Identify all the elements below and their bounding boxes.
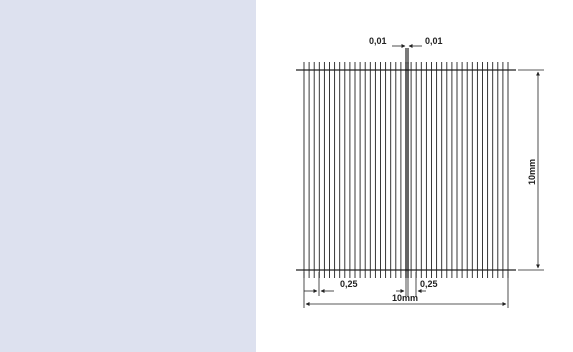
bottom-left-label: 0,25 [340,279,358,289]
left-blank-panel [0,0,256,352]
grating-lines [303,62,509,278]
width-label: 10mm [392,293,418,303]
bottom-right-label: 0,25 [420,279,438,289]
top-left-label: 0,01 [369,36,387,46]
grating-diagram: 0,01 0,01 10mm 0,25 0,25 10mm [296,36,544,308]
top-right-label: 0,01 [425,36,443,46]
drawing-sheet: 0,01 0,01 10mm 0,25 0,25 10mm [256,0,573,352]
height-label: 10mm [527,159,537,185]
